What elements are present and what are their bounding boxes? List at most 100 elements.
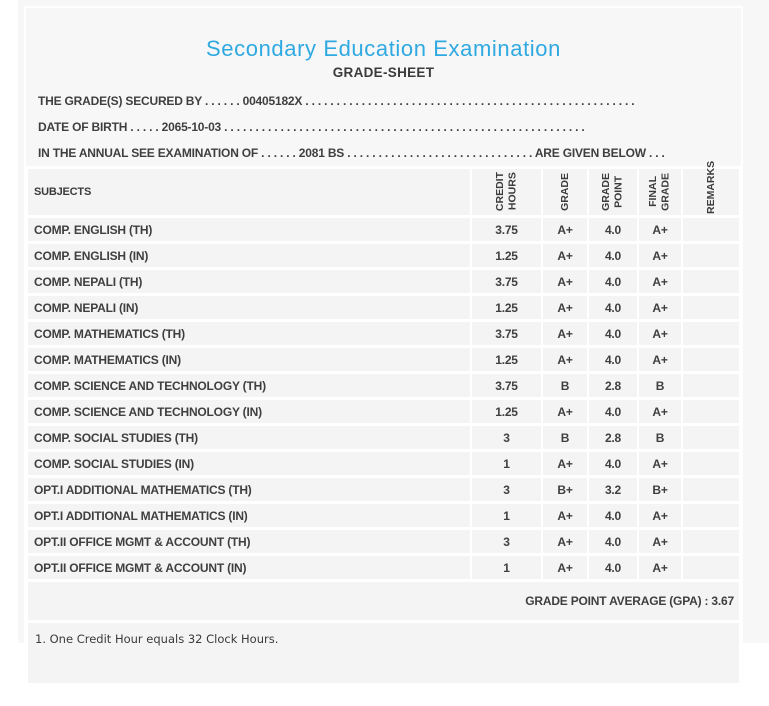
final-grade-cell: A+ — [639, 556, 681, 579]
final-grade-cell: A+ — [639, 530, 681, 553]
grade-sheet-panel: Secondary Education Examination GRADE-SH… — [18, 0, 769, 706]
table-row: COMP. MATHEMATICS (TH) 3.75 A+ 4.0 A+ — [28, 322, 739, 345]
remarks-cell — [683, 400, 739, 423]
info-line-date-of-birth: DATE OF BIRTH . . . . . 2065-10-03 . . .… — [38, 120, 585, 134]
credit-hours-cell: 3.75 — [472, 270, 541, 293]
grade-point-cell: 4.0 — [589, 270, 637, 293]
final-grade-cell: A+ — [639, 504, 681, 527]
credit-hours-cell: 1.25 — [472, 296, 541, 319]
grade-point-cell: 4.0 — [589, 556, 637, 579]
grade-cell: B — [543, 426, 587, 449]
subject-cell: COMP. SCIENCE AND TECHNOLOGY (IN) — [28, 400, 470, 423]
final-grade-cell: B — [639, 374, 681, 397]
remarks-cell — [683, 530, 739, 553]
gpa-summary-bar: GRADE POINT AVERAGE (GPA) : 3.67 — [28, 582, 739, 620]
grade-cell: A+ — [543, 348, 587, 371]
grade-point-cell: 2.8 — [589, 374, 637, 397]
grade-point-cell: 4.0 — [589, 504, 637, 527]
document-subtitle: GRADE-SHEET — [332, 65, 435, 80]
grade-point-cell: 4.0 — [589, 530, 637, 553]
gpa-value-text: GRADE POINT AVERAGE (GPA) : 3.67 — [525, 594, 734, 608]
subject-cell: COMP. MATHEMATICS (IN) — [28, 348, 470, 371]
info-line-exam-year: IN THE ANNUAL SEE EXAMINATION OF . . . .… — [38, 146, 665, 160]
grade-cell: A+ — [543, 400, 587, 423]
grade-cell: A+ — [543, 556, 587, 579]
grade-point-cell: 4.0 — [589, 296, 637, 319]
final-grade-cell: A+ — [639, 348, 681, 371]
grade-point-cell: 4.0 — [589, 400, 637, 423]
grade-cell: B+ — [543, 478, 587, 501]
credit-hours-cell: 1.25 — [472, 400, 541, 423]
credit-hours-cell: 3.75 — [472, 322, 541, 345]
grade-point-cell: 4.0 — [589, 322, 637, 345]
final-grade-cell: B+ — [639, 478, 681, 501]
grade-cell: A+ — [543, 270, 587, 293]
table-row: COMP. ENGLISH (TH) 3.75 A+ 4.0 A+ — [28, 218, 739, 241]
table-row: COMP. NEPALI (IN) 1.25 A+ 4.0 A+ — [28, 296, 739, 319]
remarks-cell — [683, 244, 739, 267]
remarks-cell — [683, 556, 739, 579]
remarks-cell — [683, 452, 739, 475]
grade-cell: A+ — [543, 296, 587, 319]
footnote-text: 1. One Credit Hour equals 32 Clock Hours… — [35, 632, 279, 646]
footnote-bar: 1. One Credit Hour equals 32 Clock Hours… — [28, 623, 739, 683]
final-grade-cell: A+ — [639, 244, 681, 267]
grade-cell: A+ — [543, 530, 587, 553]
credit-hours-cell: 1 — [472, 504, 541, 527]
table-row: COMP. SOCIAL STUDIES (TH) 3 B 2.8 B — [28, 426, 739, 449]
final-grade-cell: A+ — [639, 296, 681, 319]
subject-cell: COMP. MATHEMATICS (TH) — [28, 322, 470, 345]
subject-cell: COMP. NEPALI (TH) — [28, 270, 470, 293]
table-row: COMP. MATHEMATICS (IN) 1.25 A+ 4.0 A+ — [28, 348, 739, 371]
subject-cell: COMP. ENGLISH (TH) — [28, 218, 470, 241]
table-row: OPT.II OFFICE MGMT & ACCOUNT (TH) 3 A+ 4… — [28, 530, 739, 553]
table-row: COMP. SCIENCE AND TECHNOLOGY (IN) 1.25 A… — [28, 400, 739, 423]
grade-point-cell: 4.0 — [589, 452, 637, 475]
credit-hours-cell: 3 — [472, 530, 541, 553]
table-row: COMP. SOCIAL STUDIES (IN) 1 A+ 4.0 A+ — [28, 452, 739, 475]
remarks-cell — [683, 270, 739, 293]
column-header-subjects: SUBJECTS — [28, 169, 470, 215]
remarks-cell — [683, 478, 739, 501]
remarks-cell — [683, 322, 739, 345]
table-header-row: SUBJECTS CREDIT HOURS GRADE GRADE POINT … — [28, 161, 739, 215]
grade-point-cell: 4.0 — [589, 218, 637, 241]
subject-cell: OPT.I ADDITIONAL MATHEMATICS (IN) — [28, 504, 470, 527]
remarks-cell — [683, 426, 739, 449]
credit-hours-cell: 3 — [472, 426, 541, 449]
credit-hours-cell: 1.25 — [472, 348, 541, 371]
remarks-cell — [683, 296, 739, 319]
remarks-cell — [683, 218, 739, 241]
subject-cell: OPT.II OFFICE MGMT & ACCOUNT (TH) — [28, 530, 470, 553]
credit-hours-cell: 1.25 — [472, 244, 541, 267]
grade-cell: A+ — [543, 244, 587, 267]
table-row: OPT.I ADDITIONAL MATHEMATICS (IN) 1 A+ 4… — [28, 504, 739, 527]
subject-cell: OPT.I ADDITIONAL MATHEMATICS (TH) — [28, 478, 470, 501]
final-grade-cell: A+ — [639, 322, 681, 345]
subject-cell: OPT.II OFFICE MGMT & ACCOUNT (IN) — [28, 556, 470, 579]
grades-table: SUBJECTS CREDIT HOURS GRADE GRADE POINT … — [26, 161, 741, 582]
grade-cell: A+ — [543, 504, 587, 527]
grade-cell: A+ — [543, 322, 587, 345]
grade-sheet-card: Secondary Education Examination GRADE-SH… — [24, 6, 743, 706]
subject-cell: COMP. ENGLISH (IN) — [28, 244, 470, 267]
grades-table-area: SUBJECTS CREDIT HOURS GRADE GRADE POINT … — [26, 161, 741, 683]
grade-cell: B — [543, 374, 587, 397]
table-row: OPT.I ADDITIONAL MATHEMATICS (TH) 3 B+ 3… — [28, 478, 739, 501]
grade-cell: A+ — [543, 218, 587, 241]
table-row: OPT.II OFFICE MGMT & ACCOUNT (IN) 1 A+ 4… — [28, 556, 739, 579]
credit-hours-cell: 3.75 — [472, 218, 541, 241]
credit-hours-cell: 3.75 — [472, 374, 541, 397]
credit-hours-cell: 3 — [472, 478, 541, 501]
final-grade-cell: A+ — [639, 270, 681, 293]
column-header-grade: GRADE — [558, 173, 571, 211]
subject-cell: COMP. SOCIAL STUDIES (IN) — [28, 452, 470, 475]
credit-hours-cell: 1 — [472, 556, 541, 579]
final-grade-cell: A+ — [639, 400, 681, 423]
table-row: COMP. ENGLISH (IN) 1.25 A+ 4.0 A+ — [28, 244, 739, 267]
grade-point-cell: 4.0 — [589, 348, 637, 371]
subject-cell: COMP. SCIENCE AND TECHNOLOGY (TH) — [28, 374, 470, 397]
table-row: COMP. SCIENCE AND TECHNOLOGY (TH) 3.75 B… — [28, 374, 739, 397]
page-title: Secondary Education Examination — [206, 36, 561, 61]
grade-cell: A+ — [543, 452, 587, 475]
